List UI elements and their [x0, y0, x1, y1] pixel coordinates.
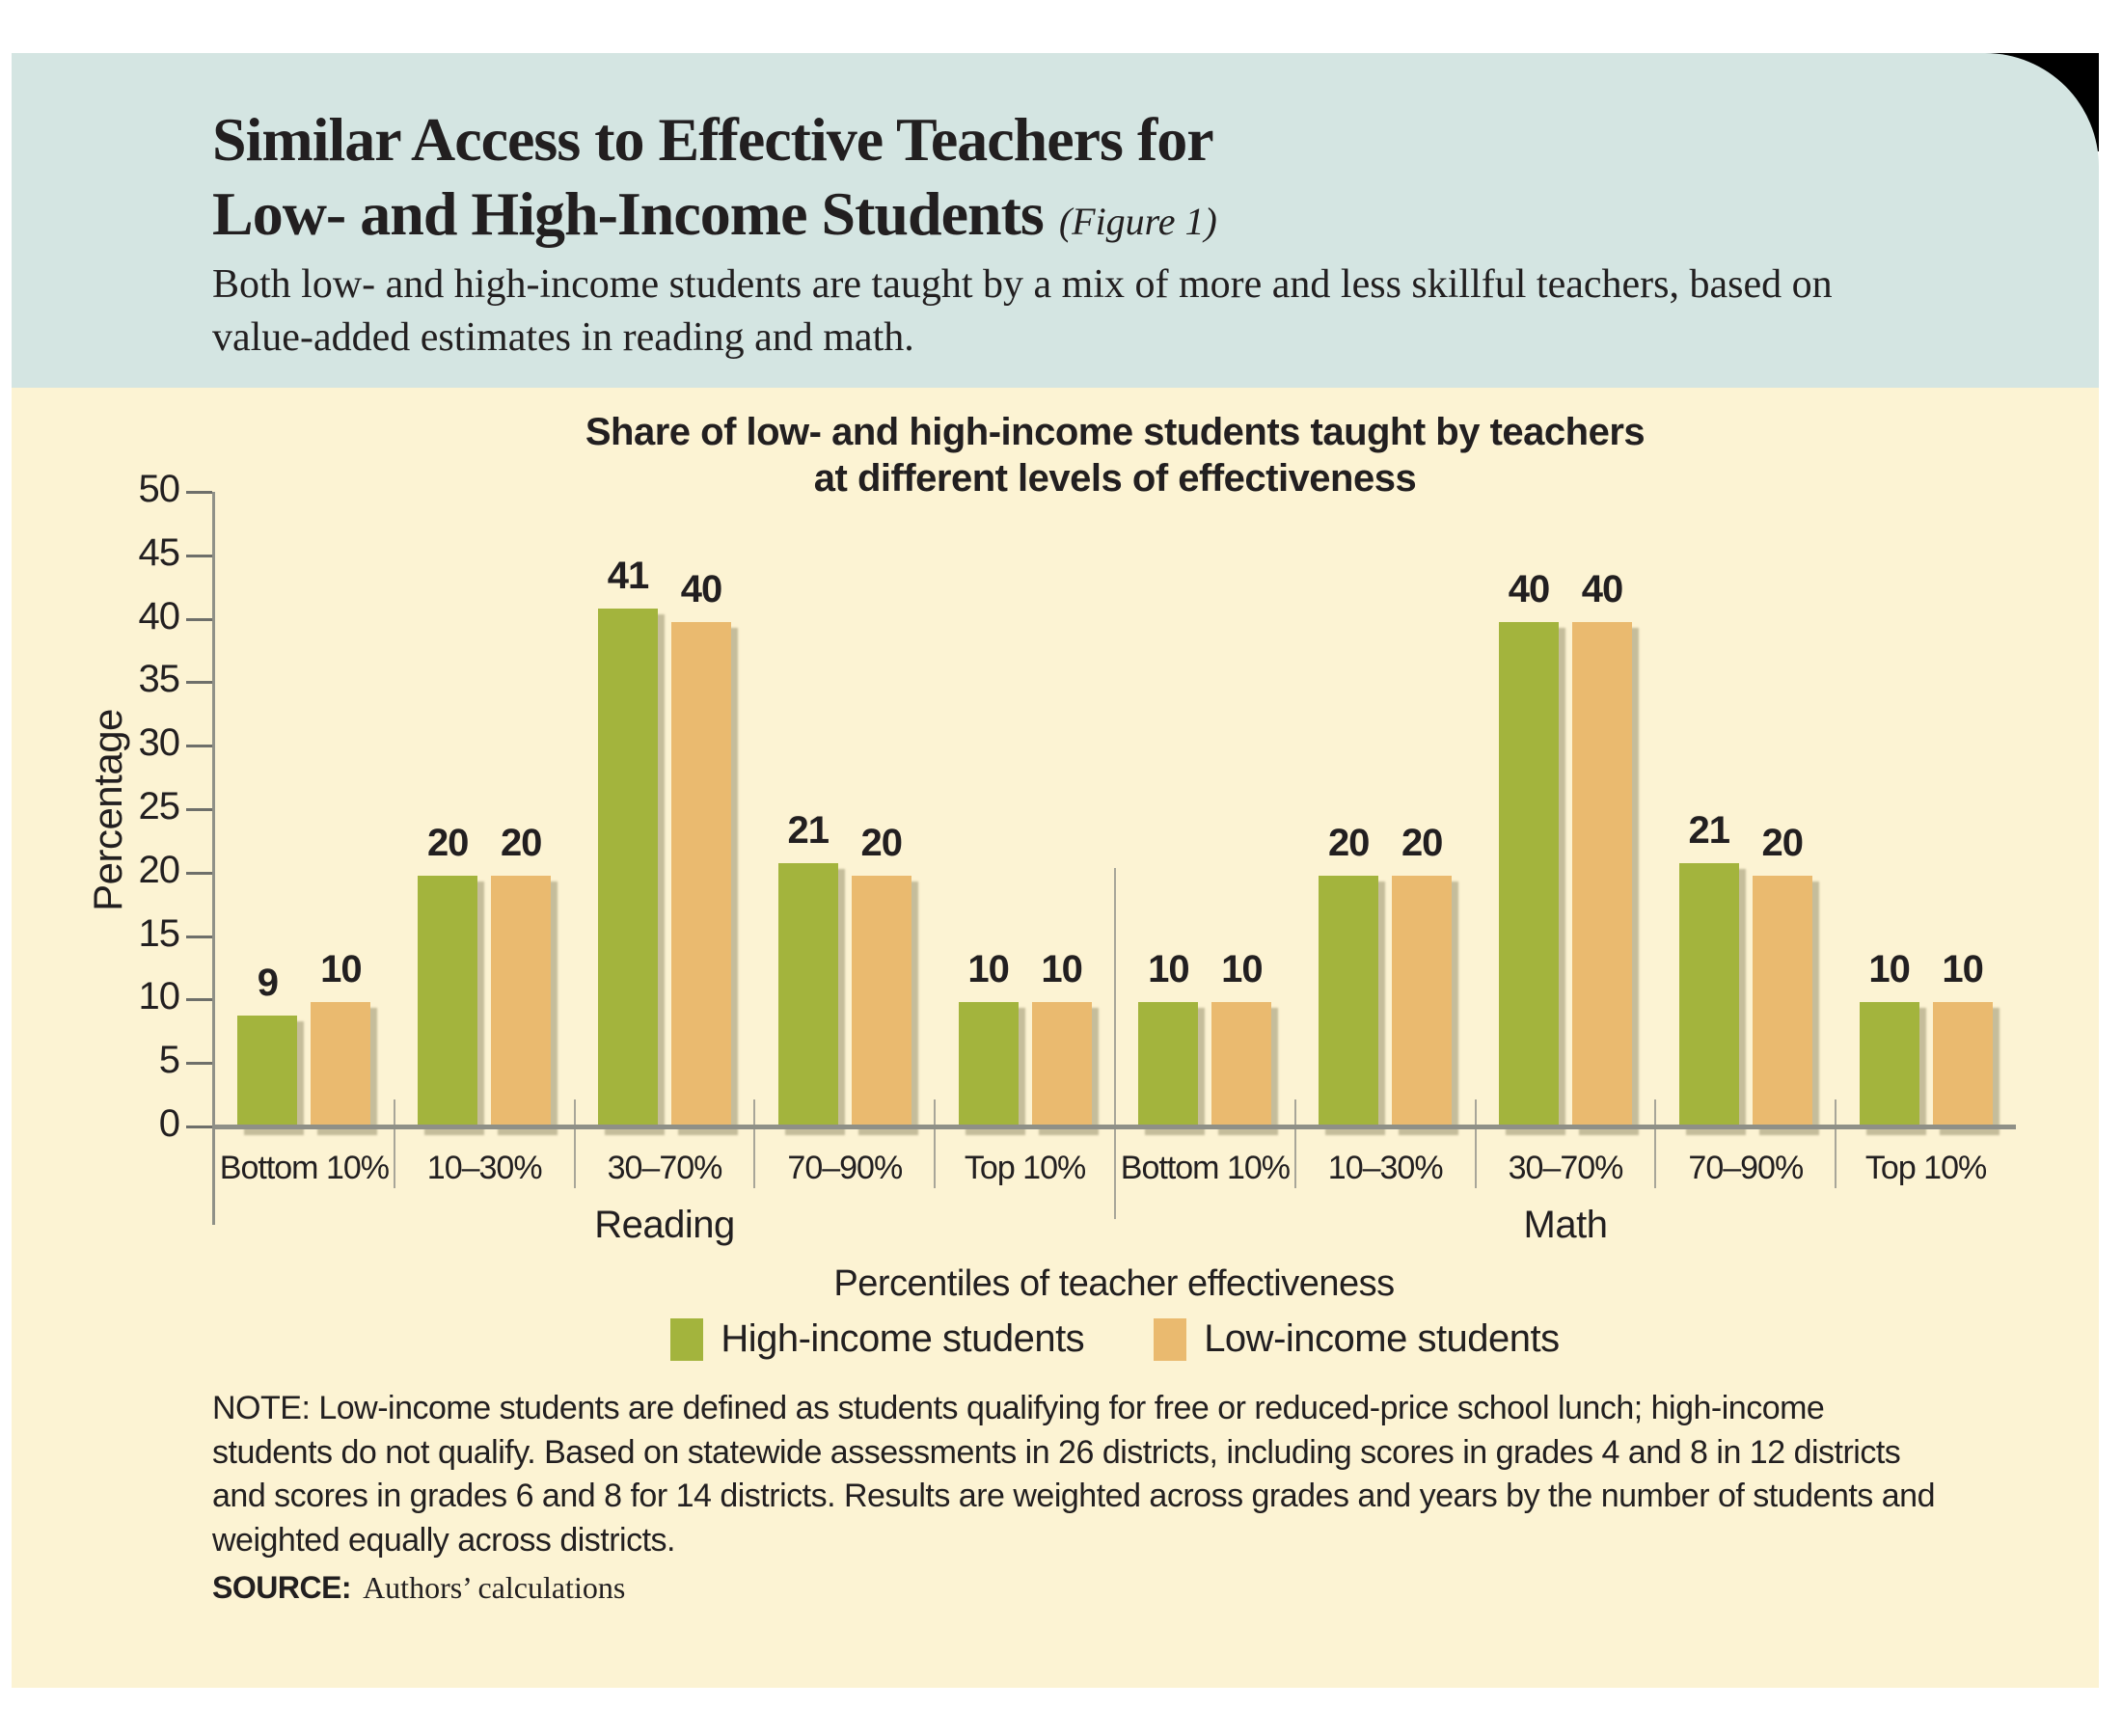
figure-subtitle: Both low- and high-income students are t… [212, 262, 1833, 361]
chart-title: Share of low- and high-income students t… [585, 411, 1646, 500]
figure-title-line1: Similar Access to Effective Teachers for [212, 105, 1214, 174]
header-panel [12, 53, 2099, 388]
source-line: SOURCE: Authors’ calculations [212, 1570, 625, 1606]
x-axis-baseline [214, 1125, 2016, 1129]
y-axis-line [212, 492, 215, 1225]
chart-legend: High-income students Low-income students [214, 1317, 2016, 1361]
figure-number-tag: (Figure 1) [1058, 200, 1217, 243]
figure-title-line2: Low- and High-Income Students (Figure 1) [212, 178, 1217, 250]
legend-item-low-income-students: Low-income students [1154, 1317, 1560, 1361]
note-text: NOTE: Low-income students are defined as… [212, 1390, 1935, 1559]
legend-swatch-high-income-students [670, 1317, 704, 1361]
legend-item-high-income-students: High-income students [670, 1317, 1085, 1361]
legend-label-high-income-students: High-income students [721, 1317, 1085, 1360]
legend-swatch-low-income-students [1154, 1317, 1187, 1361]
source-text: Authors’ calculations [363, 1570, 626, 1605]
x-axis-title: Percentiles of teacher effectiveness [833, 1263, 1395, 1304]
source-label: SOURCE: [212, 1570, 352, 1605]
legend-label-low-income-students: Low-income students [1204, 1317, 1560, 1360]
figure-title-line2-text: Low- and High-Income Students [212, 179, 1045, 248]
y-axis-title: Percentage [85, 709, 130, 911]
